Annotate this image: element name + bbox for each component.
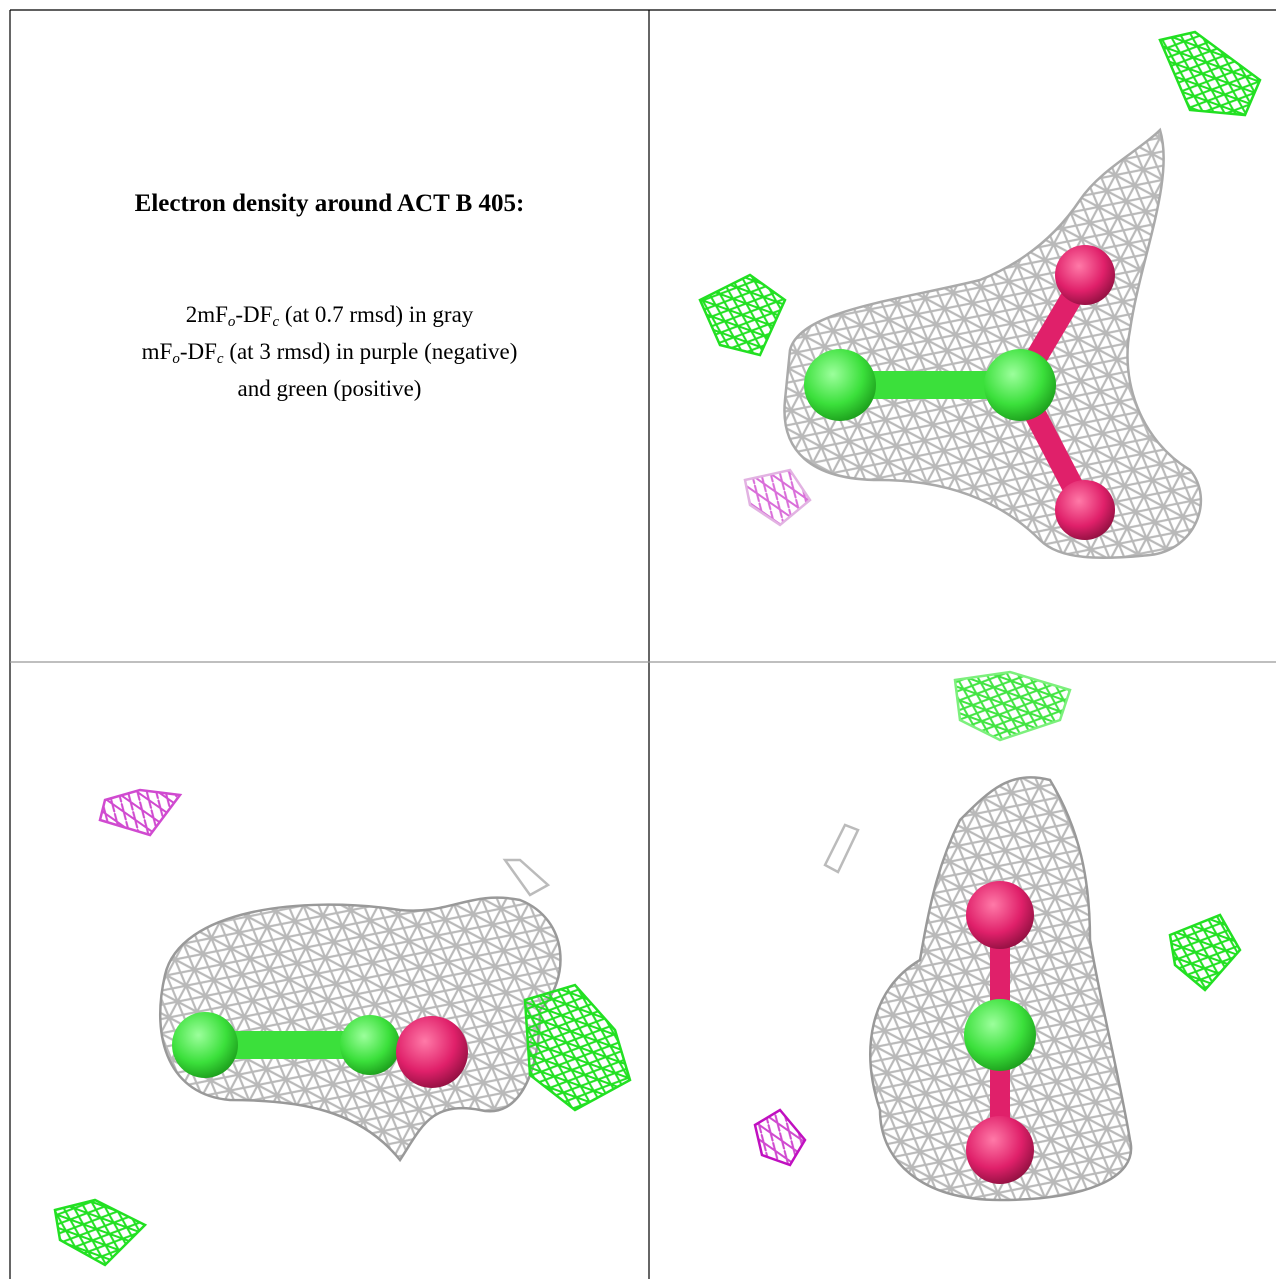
text-run: and green (positive) xyxy=(237,376,422,401)
density-view-1 xyxy=(698,30,1262,559)
text-run: mF xyxy=(141,339,173,364)
text-run: (at 0.7 rmsd) in gray xyxy=(279,302,474,327)
caption-line: mFo-DFc (at 3 rmsd) in purple (negative) xyxy=(10,333,649,370)
caption-line: 2mFo-DFc (at 0.7 rmsd) in gray xyxy=(10,296,649,333)
text-run: (at 3 rmsd) in purple (negative) xyxy=(223,339,518,364)
density-view-2 xyxy=(53,788,632,1267)
text-run: -DF xyxy=(235,302,273,327)
subscript: o xyxy=(227,314,236,330)
subscript: c xyxy=(272,314,280,330)
caption-line: and green (positive) xyxy=(10,370,649,407)
density-view-3 xyxy=(753,670,1242,1202)
caption: Electron density around ACT B 405: 2mFo-… xyxy=(10,190,649,407)
subscript: o xyxy=(172,351,180,367)
text-run: -DF xyxy=(179,339,217,364)
caption-lines: 2mFo-DFc (at 0.7 rmsd) in gray mFo-DFc (a… xyxy=(10,296,649,407)
subscript: c xyxy=(216,351,224,367)
grid-frame xyxy=(9,9,1276,1279)
caption-title: Electron density around ACT B 405: xyxy=(134,190,525,217)
text-run: 2mF xyxy=(185,302,228,327)
